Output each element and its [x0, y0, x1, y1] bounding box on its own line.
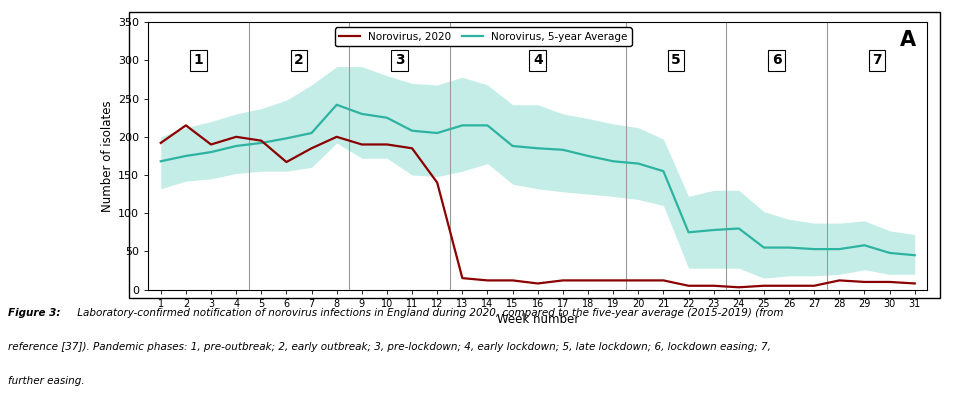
Text: 5: 5: [671, 53, 681, 68]
Text: Laboratory-confirmed notification of norovirus infections in England during 2020: Laboratory-confirmed notification of nor…: [75, 308, 784, 318]
Text: further easing.: further easing.: [8, 375, 84, 386]
Text: A: A: [900, 30, 916, 50]
Text: 1: 1: [193, 53, 204, 68]
Text: 2: 2: [294, 53, 304, 68]
Text: Figure 3:: Figure 3:: [8, 308, 60, 318]
Text: 4: 4: [532, 53, 543, 68]
X-axis label: Week number: Week number: [496, 313, 579, 326]
Text: 7: 7: [872, 53, 881, 68]
Legend: Norovirus, 2020, Norovirus, 5-year Average: Norovirus, 2020, Norovirus, 5-year Avera…: [335, 28, 632, 46]
Text: 3: 3: [395, 53, 404, 68]
Text: 6: 6: [771, 53, 781, 68]
Y-axis label: Number of isolates: Number of isolates: [101, 100, 114, 212]
Text: reference [37]). Pandemic phases: 1, pre-outbreak; 2, early outbreak; 3, pre-loc: reference [37]). Pandemic phases: 1, pre…: [8, 342, 771, 352]
